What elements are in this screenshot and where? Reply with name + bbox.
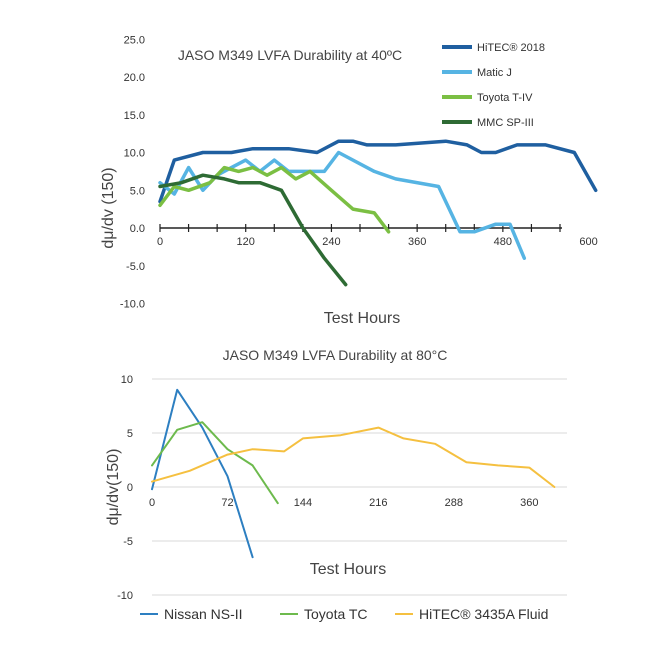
chart-1-y-tick-label: -5.0	[126, 261, 145, 273]
chart-2-y-tick-label: 5	[127, 428, 133, 440]
chart-2-y-axis-label: dμ/dv(150)	[105, 449, 122, 526]
chart-1-y-tick-label: 0.0	[130, 223, 145, 235]
chart-2-x-tick-label: 288	[445, 497, 463, 509]
chart-1-x-tick-label: 240	[322, 236, 340, 248]
chart-1-series-line	[158, 139, 598, 204]
chart-2: JASO M349 LVFA Durability at 80°C 10 5 0 -5…	[105, 347, 567, 622]
chart-2-series-line	[151, 388, 254, 559]
chart-2-series-line	[151, 421, 279, 505]
chart-2-y-tick-label: 0	[127, 482, 133, 494]
chart-1: JASO M349 LVFA Durability at 40ºC 25.0 20…	[100, 34, 598, 327]
chart-2-y-tick-label: 10	[121, 374, 133, 386]
chart-2-y-ticks: 10 5 0 -5 -10	[117, 374, 133, 602]
chart-1-x-tick-label: 480	[494, 236, 512, 248]
chart-1-y-tick-label: 20.0	[124, 72, 145, 84]
chart-1-legend-label: Matic J	[477, 67, 512, 79]
chart-1-x-ticks: 0 120 240 360 480 600	[157, 236, 598, 248]
chart-1-legend-label: Toyota T-IV	[477, 92, 533, 104]
chart-1-legend-label: HiTEC® 2018	[477, 42, 545, 54]
chart-2-x-ticks: 0 72 144 216 288 360	[149, 497, 539, 509]
chart-1-y-tick-label: 5.0	[130, 185, 145, 197]
chart-2-x-tick-label: 216	[369, 497, 387, 509]
chart-1-y-tick-label: 25.0	[124, 34, 145, 46]
chart-1-series-line	[158, 173, 348, 287]
chart-1-series-lines	[158, 139, 598, 287]
chart-2-x-tick-label: 0	[149, 497, 155, 509]
chart-2-x-tick-label: 144	[294, 497, 312, 509]
chart-2-gridlines	[152, 378, 567, 596]
chart-1-x-tick-label: 360	[408, 236, 426, 248]
chart-2-legend: Nissan NS-II Toyota TC HiTEC® 3435A Fluid	[140, 606, 548, 622]
chart-2-series-line	[151, 426, 556, 488]
chart-2-x-tick-label: 72	[221, 497, 233, 509]
chart-2-x-tick-label: 360	[520, 497, 538, 509]
chart-1-x-tick-label: 600	[579, 236, 597, 248]
chart-1-series-line	[158, 150, 527, 260]
chart-1-y-tick-label: 15.0	[124, 110, 145, 122]
chart-2-y-tick-label: -10	[117, 590, 133, 602]
chart-1-title: JASO M349 LVFA Durability at 40ºC	[178, 47, 402, 63]
chart-2-x-axis-label: Test Hours	[310, 561, 386, 578]
chart-1-x-tick-label: 0	[157, 236, 163, 248]
chart-1-legend-label: MMC SP-III	[477, 117, 534, 129]
chart-2-legend-label: Nissan NS-II	[164, 606, 243, 622]
chart-1-y-tick-label: -10.0	[120, 299, 145, 311]
chart-1-series-line	[158, 165, 391, 234]
chart-1-y-ticks: 25.0 20.0 15.0 10.0 5.0 0.0 -5.0 -10.0	[120, 34, 145, 310]
chart-2-legend-label: Toyota TC	[304, 606, 368, 622]
chart-2-series-lines	[151, 388, 556, 559]
chart-1-legend: HiTEC® 2018 Matic J Toyota T-IV MMC SP-III	[442, 42, 545, 129]
chart-1-x-axis-label: Test Hours	[324, 310, 400, 327]
chart-1-x-tick-label: 120	[237, 236, 255, 248]
chart-1-y-axis-label: dμ/dv (150)	[100, 167, 117, 248]
chart-2-title: JASO M349 LVFA Durability at 80°C	[223, 347, 448, 363]
chart-1-y-tick-label: 10.0	[124, 148, 145, 160]
chart-2-legend-label: HiTEC® 3435A Fluid	[419, 606, 548, 622]
chart-2-y-tick-label: -5	[123, 536, 133, 548]
